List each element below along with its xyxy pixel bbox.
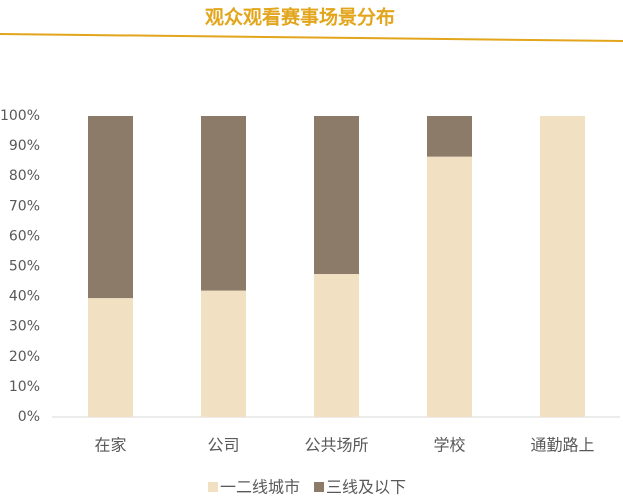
bar-segment (314, 116, 359, 275)
bar-segment (314, 274, 359, 417)
y-tick-label: 90% (9, 138, 40, 154)
x-tick-label: 在家 (94, 436, 126, 455)
bar-segment (88, 298, 133, 417)
legend-label: 一二线城市 (220, 478, 300, 497)
bar-segment (201, 290, 246, 417)
x-tick-label: 公共场所 (304, 436, 368, 455)
legend-swatch (208, 482, 218, 492)
bar-segment (88, 116, 133, 299)
legend-label: 三线及以下 (326, 478, 406, 497)
x-tick-label: 公司 (207, 436, 239, 455)
title-rule (0, 33, 623, 42)
x-tick-label: 通勤路上 (530, 436, 594, 455)
x-tick-label: 学校 (433, 436, 465, 455)
legend-swatch (314, 482, 325, 492)
bar-segment (201, 116, 246, 291)
bar-segment (427, 156, 472, 417)
chart-title: 观众观看赛事场景分布 (205, 6, 395, 29)
y-tick-label: 70% (9, 198, 40, 214)
y-tick-label: 50% (9, 259, 40, 275)
y-tick-label: 20% (9, 349, 40, 365)
y-tick-label: 30% (9, 319, 40, 335)
y-tick-label: 0% (18, 409, 40, 425)
y-tick-label: 60% (9, 228, 40, 244)
y-tick-label: 40% (9, 289, 40, 305)
bar-segment (540, 116, 585, 417)
y-tick-label: 80% (9, 168, 40, 184)
bar-segment (427, 116, 472, 157)
y-tick-label: 10% (9, 379, 40, 395)
y-tick-label: 100% (0, 108, 40, 124)
